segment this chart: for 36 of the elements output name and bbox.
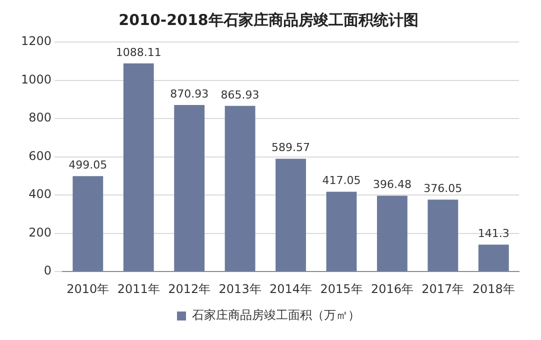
- x-tick-label: 2018年: [472, 282, 515, 296]
- data-label: 865.93: [220, 88, 260, 102]
- data-label: 870.93: [170, 87, 209, 100]
- y-tick-label: 600: [28, 148, 52, 163]
- data-label: 417.05: [322, 174, 361, 188]
- y-tick-label: 400: [28, 187, 52, 202]
- bar: [224, 106, 256, 272]
- x-tick-label: 2010年: [66, 282, 110, 296]
- x-tick-label: 2012年: [168, 282, 211, 296]
- bar: [428, 200, 458, 272]
- y-tick-label: 800: [28, 110, 52, 125]
- x-tick-label: 2011年: [117, 282, 160, 296]
- x-tick-label: 2016年: [370, 282, 414, 296]
- y-tick-label: 1000: [20, 72, 52, 86]
- bar: [478, 244, 509, 272]
- y-tick-label: 0: [44, 264, 52, 278]
- chart-title: 2010-2018年石家庄商品房竣工面积统计图: [118, 10, 418, 29]
- x-tick-label: 2014年: [269, 282, 312, 296]
- bar: [326, 192, 357, 272]
- bar: [72, 176, 104, 272]
- data-label: 376.05: [424, 182, 462, 196]
- data-label: 1088.11: [116, 46, 162, 59]
- data-label: 589.57: [272, 141, 310, 154]
- legend-label: 石家庄商品房竣工面积（万㎡）: [192, 308, 360, 322]
- bar: [174, 104, 205, 272]
- data-label: 499.05: [68, 158, 108, 172]
- bar: [123, 63, 154, 272]
- data-label: 396.48: [372, 178, 412, 192]
- x-tick-label: 2015年: [320, 282, 363, 296]
- data-label: 141.3: [478, 226, 510, 240]
- bar: [376, 196, 408, 272]
- y-tick-label: 1200: [20, 34, 52, 48]
- bar: [276, 158, 306, 272]
- y-tick-label: 200: [28, 225, 52, 240]
- x-tick-label: 2013年: [218, 282, 262, 296]
- x-tick-label: 2017年: [422, 282, 464, 296]
